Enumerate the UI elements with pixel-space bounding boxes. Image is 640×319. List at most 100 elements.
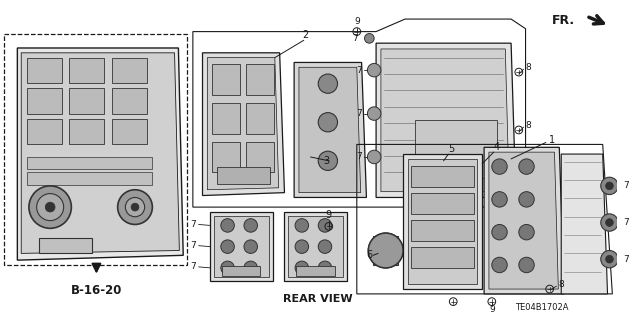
Text: 9: 9	[489, 305, 495, 314]
Circle shape	[318, 219, 332, 232]
Circle shape	[492, 192, 508, 207]
Text: 7: 7	[623, 182, 628, 190]
Circle shape	[492, 257, 508, 273]
Bar	[27, 172, 152, 185]
Circle shape	[367, 107, 381, 120]
Bar	[112, 88, 147, 114]
Circle shape	[295, 219, 308, 232]
Text: 9: 9	[326, 210, 332, 220]
Bar	[411, 193, 474, 214]
Circle shape	[29, 186, 71, 228]
Text: 1: 1	[548, 135, 555, 145]
Circle shape	[45, 202, 55, 212]
Bar	[27, 157, 152, 169]
Polygon shape	[408, 159, 477, 284]
Circle shape	[316, 147, 330, 161]
Circle shape	[310, 141, 337, 167]
Text: 9: 9	[354, 18, 360, 26]
Circle shape	[601, 214, 618, 231]
Circle shape	[221, 261, 234, 275]
Circle shape	[118, 190, 152, 225]
Text: 7: 7	[623, 255, 628, 264]
Text: 7: 7	[190, 241, 196, 250]
Text: 7: 7	[356, 66, 362, 75]
Bar	[27, 88, 61, 114]
Text: 6: 6	[366, 250, 372, 260]
Text: TE04B1702A: TE04B1702A	[515, 303, 569, 312]
Circle shape	[376, 241, 396, 260]
Polygon shape	[207, 58, 278, 190]
Text: 7: 7	[352, 34, 358, 43]
Circle shape	[318, 74, 337, 93]
Text: REAR VIEW: REAR VIEW	[284, 294, 353, 304]
Text: 7: 7	[190, 263, 196, 271]
Text: 7: 7	[190, 220, 196, 229]
Text: 8: 8	[525, 121, 531, 130]
Text: 7: 7	[623, 218, 628, 227]
Circle shape	[318, 113, 337, 132]
Bar	[112, 58, 147, 83]
Bar	[246, 64, 274, 95]
Polygon shape	[284, 212, 347, 281]
Bar	[246, 103, 274, 134]
Circle shape	[519, 159, 534, 174]
Circle shape	[295, 261, 308, 275]
Bar	[415, 120, 497, 178]
Bar	[212, 103, 240, 134]
Circle shape	[369, 233, 403, 268]
Circle shape	[382, 247, 390, 254]
Polygon shape	[489, 152, 558, 289]
Bar	[112, 119, 147, 145]
Circle shape	[369, 233, 403, 268]
Circle shape	[365, 33, 374, 43]
Text: 4: 4	[493, 142, 500, 152]
Circle shape	[605, 182, 613, 190]
Polygon shape	[376, 43, 516, 197]
Bar	[27, 58, 61, 83]
Polygon shape	[21, 53, 179, 253]
Circle shape	[519, 257, 534, 273]
Text: 7: 7	[356, 109, 362, 118]
Polygon shape	[484, 147, 564, 294]
Circle shape	[131, 203, 139, 211]
Circle shape	[244, 240, 257, 253]
Text: FR.: FR.	[552, 13, 575, 26]
Circle shape	[492, 159, 508, 174]
Circle shape	[318, 240, 332, 253]
Circle shape	[519, 192, 534, 207]
Bar	[69, 88, 104, 114]
Bar	[69, 58, 104, 83]
Circle shape	[318, 261, 332, 275]
Bar	[217, 167, 270, 184]
Circle shape	[367, 63, 381, 77]
Bar	[296, 266, 335, 276]
Text: 8: 8	[525, 63, 531, 72]
Bar	[373, 236, 398, 265]
Polygon shape	[210, 212, 273, 281]
Circle shape	[221, 240, 234, 253]
Bar	[246, 142, 274, 172]
Polygon shape	[381, 49, 509, 192]
Text: 7: 7	[356, 152, 362, 161]
Circle shape	[318, 151, 337, 170]
Circle shape	[244, 219, 257, 232]
Bar	[411, 220, 474, 241]
Circle shape	[601, 250, 618, 268]
Bar	[222, 266, 260, 276]
Bar	[4, 33, 187, 265]
Text: 8: 8	[558, 280, 564, 289]
Circle shape	[36, 194, 63, 221]
Circle shape	[125, 197, 145, 217]
Bar	[212, 64, 240, 95]
Circle shape	[221, 219, 234, 232]
Polygon shape	[561, 154, 607, 294]
Bar	[411, 166, 474, 187]
Bar	[27, 119, 61, 145]
Circle shape	[295, 240, 308, 253]
Text: 3: 3	[323, 156, 329, 166]
Text: 2: 2	[303, 30, 309, 41]
Circle shape	[601, 177, 618, 195]
Polygon shape	[403, 154, 482, 289]
Circle shape	[492, 225, 508, 240]
Polygon shape	[17, 48, 183, 260]
